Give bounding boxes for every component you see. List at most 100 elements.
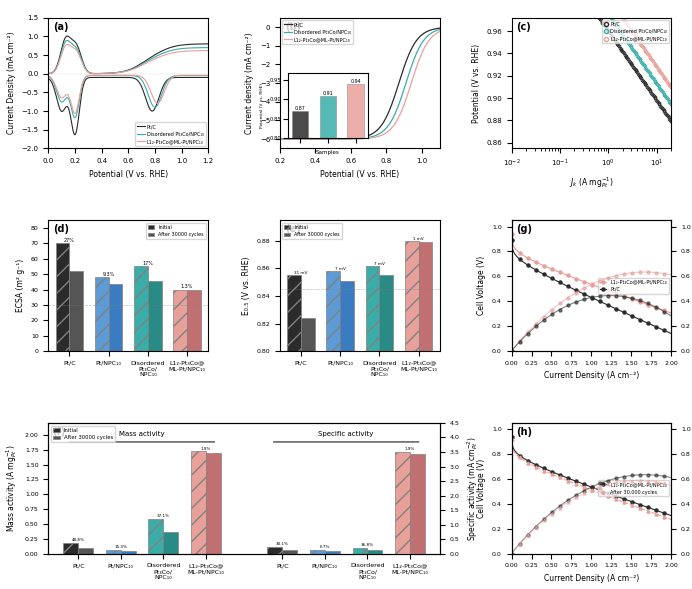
Text: 30.1%: 30.1%: [276, 542, 289, 545]
L1₂-Pt₃Co@ML-Pt/NPC₁₀: [550, 266, 558, 273]
Text: (f): (f): [53, 427, 66, 437]
Y-axis label: Specific activity (mA cm$_{Pt}^{-2}$): Specific activity (mA cm$_{Pt}^{-2}$): [465, 436, 480, 541]
Bar: [148, 281, 162, 351]
Bar: [95, 277, 109, 351]
Text: 1 mV: 1 mV: [413, 237, 424, 241]
Pt/C: [507, 236, 516, 243]
Bar: [120, 551, 136, 554]
L1₂-Pt₃Co@ML-Pt/NPC₁₀: [537, 464, 545, 471]
Bar: [148, 518, 163, 554]
Bar: [282, 550, 298, 554]
L1₂-Pt₃Co@ML-Pt/NPC₁₀: [537, 261, 545, 268]
Text: 1.9%: 1.9%: [201, 446, 211, 451]
Y-axis label: E₀.₅ (V vs. RHE): E₀.₅ (V vs. RHE): [242, 256, 251, 315]
Bar: [367, 550, 382, 554]
After 30,000 cycles: [667, 516, 675, 523]
Text: (h): (h): [516, 427, 532, 437]
Bar: [310, 550, 325, 554]
Bar: [163, 531, 178, 554]
Line: After 30,000 cycles: After 30,000 cycles: [510, 437, 673, 521]
Bar: [287, 275, 301, 589]
X-axis label: $J_k$ (A mg$_{Pt}^{-1}$): $J_k$ (A mg$_{Pt}^{-1}$): [569, 175, 614, 190]
Bar: [352, 548, 367, 554]
X-axis label: Potential (V vs. RHE): Potential (V vs. RHE): [320, 170, 399, 178]
Y-axis label: Current Density (mA cm⁻²): Current Density (mA cm⁻²): [7, 32, 16, 134]
Text: (e): (e): [285, 224, 300, 234]
Text: 17%: 17%: [143, 261, 154, 266]
X-axis label: Current Density (A cm⁻²): Current Density (A cm⁻²): [544, 371, 639, 380]
Text: Mass activity: Mass activity: [119, 431, 165, 436]
After 30,000 cycles: [517, 455, 525, 462]
Text: 7 mV: 7 mV: [335, 267, 346, 271]
Text: 48.8%: 48.8%: [72, 538, 84, 542]
Pt/C: [514, 254, 522, 262]
Bar: [55, 243, 69, 351]
Bar: [78, 548, 93, 554]
L1₂-Pt₃Co@ML-Pt/NPC₁₀: [507, 433, 516, 440]
Pt/C: [667, 330, 675, 337]
Pt/C: [537, 269, 545, 276]
Pt/C: [659, 326, 667, 333]
Text: 36.8%: 36.8%: [361, 543, 374, 547]
Bar: [327, 271, 340, 589]
Text: (d): (d): [53, 224, 69, 234]
Bar: [395, 452, 410, 554]
Text: (b): (b): [285, 22, 301, 32]
Bar: [206, 454, 221, 554]
Text: 37.1%: 37.1%: [157, 514, 170, 518]
L1₂-Pt₃Co@ML-Pt/NPC₁₀: [653, 507, 662, 514]
Bar: [267, 547, 282, 554]
Bar: [106, 550, 120, 554]
Y-axis label: Mass activity (A mg$_{Pt}^{-1}$): Mass activity (A mg$_{Pt}^{-1}$): [5, 445, 19, 532]
Legend: Initial, After 30000 cycles: Initial, After 30000 cycles: [51, 426, 115, 442]
Bar: [187, 290, 201, 351]
Bar: [191, 451, 206, 554]
X-axis label: Current Density (A cm⁻²): Current Density (A cm⁻²): [544, 574, 639, 583]
L1₂-Pt₃Co@ML-Pt/NPC₁₀: [667, 309, 675, 316]
After 30,000 cycles: [537, 466, 545, 473]
L1₂-Pt₃Co@ML-Pt/NPC₁₀: [653, 305, 662, 312]
Bar: [69, 271, 83, 351]
Pt/C: [517, 257, 525, 264]
Text: 15.3%: 15.3%: [114, 545, 127, 550]
L1₂-Pt₃Co@ML-Pt/NPC₁₀: [514, 248, 522, 255]
L1₂-Pt₃Co@ML-Pt/NPC₁₀: [667, 512, 675, 519]
Text: (g): (g): [516, 224, 532, 234]
L1₂-Pt₃Co@ML-Pt/NPC₁₀: [517, 250, 525, 257]
Y-axis label: Potential (V vs. RHE): Potential (V vs. RHE): [471, 44, 480, 123]
L1₂-Pt₃Co@ML-Pt/NPC₁₀: [659, 307, 667, 314]
Line: Pt/C: Pt/C: [510, 238, 673, 335]
After 30,000 cycles: [514, 452, 522, 459]
Text: 1.9%: 1.9%: [405, 447, 415, 451]
Bar: [366, 266, 379, 589]
Legend: Initial, After 30000 cycles: Initial, After 30000 cycles: [147, 223, 206, 239]
After 30,000 cycles: [659, 513, 667, 520]
L1₂-Pt₃Co@ML-Pt/NPC₁₀: [514, 451, 522, 458]
Text: Specific activity: Specific activity: [318, 431, 374, 436]
After 30,000 cycles: [550, 472, 558, 479]
After 30,000 cycles: [507, 435, 516, 442]
L1₂-Pt₃Co@ML-Pt/NPC₁₀: [550, 469, 558, 476]
L1₂-Pt₃Co@ML-Pt/NPC₁₀: [659, 509, 667, 517]
Text: (c): (c): [516, 22, 531, 32]
Legend: L1₂-Pt₃Co@ML-Pt/NPC₁₀, After 30,000 cycles: L1₂-Pt₃Co@ML-Pt/NPC₁₀, After 30,000 cycl…: [599, 480, 668, 497]
X-axis label: Potential (V vs. RHE): Potential (V vs. RHE): [89, 170, 168, 178]
Bar: [174, 290, 187, 351]
Bar: [64, 543, 78, 554]
Text: 1.3%: 1.3%: [181, 284, 193, 289]
Bar: [340, 281, 354, 589]
Bar: [410, 454, 425, 554]
Text: 31 mV: 31 mV: [294, 272, 308, 275]
Legend: L1₂-Pt₃Co@ML-Pt/NPC₁₀, Pt/C: L1₂-Pt₃Co@ML-Pt/NPC₁₀, Pt/C: [599, 277, 668, 294]
Bar: [301, 318, 315, 589]
Y-axis label: ECSA (m² g⁻¹): ECSA (m² g⁻¹): [17, 259, 26, 312]
Pt/C: [653, 324, 662, 331]
Legend: Pt/C, Disordered Pt₃Co/NPC₁₀, L1₂-Pt₃Co@ML-Pt/NPC₁₀: Pt/C, Disordered Pt₃Co/NPC₁₀, L1₂-Pt₃Co@…: [282, 20, 353, 44]
Y-axis label: Cell Voltage (V): Cell Voltage (V): [477, 256, 486, 315]
Text: 27%: 27%: [64, 238, 75, 243]
Pt/C: [550, 276, 558, 283]
Bar: [325, 551, 340, 554]
L1₂-Pt₃Co@ML-Pt/NPC₁₀: [517, 453, 525, 460]
L1₂-Pt₃Co@ML-Pt/NPC₁₀: [507, 230, 516, 237]
Y-axis label: Cell Voltage (V): Cell Voltage (V): [477, 459, 486, 518]
